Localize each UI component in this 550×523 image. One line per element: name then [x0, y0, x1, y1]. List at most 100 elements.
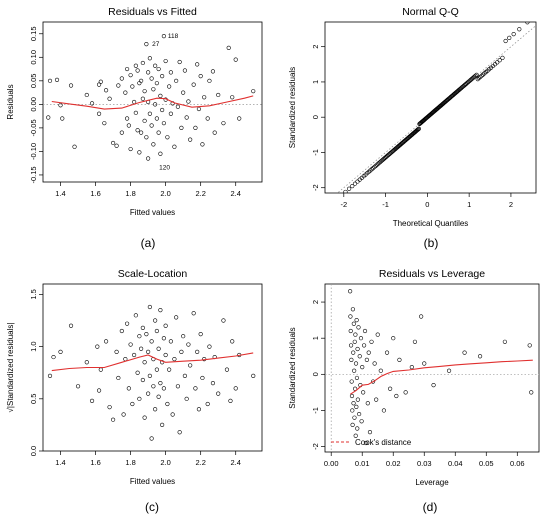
data-point — [474, 72, 479, 77]
data-point — [502, 339, 507, 344]
data-point — [174, 315, 179, 320]
data-point — [191, 311, 196, 316]
data-point — [478, 74, 483, 80]
data-point — [121, 412, 126, 417]
x-tick-label: 2.0 — [160, 458, 170, 467]
data-point — [133, 63, 138, 68]
data-point — [137, 396, 142, 401]
data-point — [354, 375, 360, 381]
data-point — [68, 83, 74, 88]
data-point — [103, 339, 109, 344]
panel-4: Residuals vs Leverage 0.00 0.01 0.02 0.03 0.0… — [288, 268, 540, 514]
data-point — [144, 332, 149, 337]
x-tick-label: 1.8 — [125, 458, 135, 467]
data-point — [378, 368, 383, 373]
data-point — [476, 75, 482, 81]
data-point — [352, 339, 357, 344]
data-point — [212, 130, 217, 135]
data-point — [96, 111, 102, 116]
data-point — [158, 381, 163, 386]
data-point — [140, 96, 145, 101]
data-point — [230, 95, 235, 100]
data-point — [146, 156, 151, 161]
data-point — [153, 63, 158, 68]
data-point — [119, 130, 124, 135]
data-point — [161, 34, 166, 39]
data-point — [196, 407, 202, 412]
data-point — [72, 144, 77, 149]
data-point — [372, 164, 377, 170]
x-tick-label: 0.03 — [417, 459, 432, 468]
data-point — [156, 394, 161, 399]
data-point — [75, 384, 81, 389]
data-point — [46, 115, 51, 120]
x-tick-label: 2.0 — [160, 189, 170, 198]
plot-frame — [42, 283, 263, 452]
data-point — [196, 106, 202, 112]
x-tick-label: 1.6 — [90, 458, 100, 467]
data-point — [525, 22, 530, 25]
chart-title: Residuals vs Fitted — [108, 6, 197, 18]
y-axis-label: Standardized residuals — [288, 327, 297, 408]
data-point — [497, 58, 502, 63]
panel-caption: (c) — [145, 500, 159, 514]
x-tick-label: -2 — [340, 200, 347, 209]
data-point — [397, 357, 402, 362]
data-point — [371, 165, 376, 171]
data-point — [503, 38, 508, 44]
y-tick-label: 0.00 — [29, 97, 38, 112]
data-point — [175, 104, 181, 109]
data-point — [158, 93, 163, 98]
panel-2: Normal Q-Q -2 -1 0 1 2 -2 -1 0 1 2 Theoretical Quan… — [288, 6, 537, 250]
point-label: 118 — [168, 33, 179, 40]
data-point — [216, 391, 221, 396]
data-point — [154, 328, 159, 334]
data-point — [357, 354, 362, 359]
data-point — [310, 219, 314, 223]
data-point — [207, 344, 212, 349]
chart-title: Normal Q-Q — [402, 6, 459, 18]
data-point — [394, 393, 399, 399]
data-point — [422, 361, 427, 366]
data-point — [195, 349, 200, 354]
data-point — [142, 89, 147, 94]
y-tick-label: -2 — [311, 443, 320, 450]
data-point — [153, 318, 158, 323]
data-point — [349, 357, 354, 362]
data-point — [179, 125, 184, 130]
data-point — [367, 430, 373, 435]
data-point — [363, 440, 369, 446]
data-point — [193, 125, 198, 130]
data-point — [419, 314, 424, 319]
data-point — [527, 343, 532, 348]
data-point — [124, 66, 130, 72]
data-point — [216, 92, 221, 98]
data-point — [205, 401, 210, 407]
data-point — [165, 135, 170, 140]
data-point — [351, 401, 356, 406]
data-point — [374, 397, 379, 402]
data-point — [149, 123, 154, 128]
x-tick-label: 2 — [509, 200, 513, 209]
data-point — [362, 328, 368, 334]
data-point — [123, 90, 128, 95]
data-point — [168, 339, 173, 344]
data-point — [177, 59, 182, 65]
x-tick-label: 0.04 — [448, 459, 463, 468]
data-point — [205, 116, 210, 121]
data-point — [103, 88, 109, 93]
data-point — [142, 415, 147, 420]
data-point — [47, 78, 53, 83]
data-point — [154, 367, 159, 372]
panel-3: Scale-Location 1.4 1.6 1.8 2.0 2.2 2.4 0.0 0.5 1.… — [6, 268, 263, 514]
data-point — [365, 401, 370, 406]
data-point — [139, 346, 144, 351]
chart-title: Scale-Location — [118, 268, 188, 280]
y-tick-label: 0 — [311, 115, 320, 119]
data-point — [158, 151, 163, 156]
plot-area: 118 27 120 — [43, 33, 262, 171]
data-point — [358, 336, 364, 341]
data-point — [370, 379, 376, 384]
x-tick-label: 1.4 — [55, 189, 65, 198]
